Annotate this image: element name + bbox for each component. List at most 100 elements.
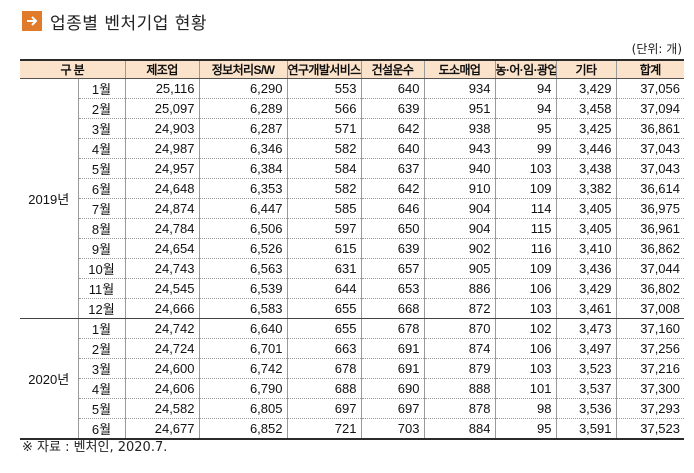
table-cell: 37,293 [615,398,684,419]
table-cell: 101 [494,378,556,399]
table-cell: 644 [286,278,361,299]
header-column: 제조업 [124,59,199,79]
table-cell: 3,461 [555,298,616,319]
table-cell: 6,640 [198,318,287,339]
table-cell: 697 [360,398,424,419]
table-body: 2019년 1월 25,116 6,290 553 640 934 94 3,429 37,056… [20,78,684,440]
table-cell: 24,654 [124,238,199,259]
table-cell: 571 [286,118,361,139]
table-cell: 905 [423,258,495,279]
page-title: 업종별 벤처기업 현황 [50,13,208,34]
table-cell: 37,094 [615,98,684,119]
table-row: 8월 24,784 6,506 597 650 904 115 3,405 36,961 [20,218,684,239]
table-cell: 553 [286,78,361,99]
table-cell: 36,975 [615,198,684,219]
table-cell: 99 [494,138,556,159]
table-row: 5월 24,957 6,384 584 637 940 103 3,438 37,043 [20,158,684,179]
table-cell: 940 [423,158,495,179]
table-cell: 98 [494,398,556,419]
table-row: 6월 24,677 6,852 721 703 884 95 3,591 37,523 [20,418,684,440]
table-cell: 678 [286,358,361,379]
month-label: 4월 [77,378,125,399]
table-cell: 24,600 [124,358,199,379]
table-cell: 6,742 [198,358,287,379]
table-cell: 690 [360,378,424,399]
header-column: 연구개발서비스 [286,59,361,79]
header-column: 도소매업 [423,59,495,79]
month-label: 1월 [77,78,125,99]
table-cell: 109 [494,178,556,199]
table-cell: 24,742 [124,318,199,339]
table-cell: 697 [286,398,361,419]
table-cell: 37,256 [615,338,684,359]
table-cell: 642 [360,118,424,139]
month-label: 6월 [77,418,125,440]
table-cell: 6,287 [198,118,287,139]
table-row: 10월 24,743 6,563 631 657 905 109 3,436 37,044 [20,258,684,279]
table-cell: 3,438 [555,158,616,179]
table-row: 3월 24,903 6,287 571 642 938 95 3,425 36,861 [20,118,684,139]
table-cell: 103 [494,358,556,379]
table-row: 2월 24,724 6,701 663 691 874 106 3,497 37,256 [20,338,684,359]
table-cell: 655 [286,318,361,339]
table-cell: 721 [286,418,361,440]
month-label: 3월 [77,358,125,379]
table-cell: 3,405 [555,218,616,239]
month-label: 5월 [77,158,125,179]
table-cell: 36,802 [615,278,684,299]
table-cell: 6,539 [198,278,287,299]
table-cell: 678 [360,318,424,339]
table-cell: 878 [423,398,495,419]
table-cell: 642 [360,178,424,199]
header-column: 합계 [615,59,684,79]
table-cell: 116 [494,238,556,259]
table-cell: 597 [286,218,361,239]
table-row: 2020년 1월 24,742 6,640 655 678 870 102 3,473 37,16… [20,318,684,440]
table-cell: 6,353 [198,178,287,199]
header-group: 구 분 [20,59,125,79]
table-cell: 94 [494,98,556,119]
table-row: 2월 25,097 6,289 566 639 951 94 3,458 37,094 [20,98,684,119]
table-cell: 6,805 [198,398,287,419]
table-cell: 3,429 [555,278,616,299]
table-cell: 938 [423,118,495,139]
table-cell: 95 [494,118,556,139]
table-cell: 3,429 [555,78,616,99]
header-column: 건설운수 [360,59,424,79]
table-row: 7월 24,874 6,447 585 646 904 114 3,405 36,975 [20,198,684,219]
table-row: 4월 24,606 6,790 688 690 888 101 3,537 37,300 [20,378,684,399]
table-row: 9월 24,654 6,526 615 639 902 116 3,410 36,862 [20,238,684,259]
table-row: 6월 24,648 6,353 582 642 910 109 3,382 36,614 [20,178,684,199]
table-cell: 24,987 [124,138,199,159]
table-cell: 639 [360,238,424,259]
table-cell: 24,677 [124,418,199,440]
table-cell: 870 [423,318,495,339]
month-label: 2월 [77,338,125,359]
table-cell: 37,008 [615,298,684,319]
header-column: 정보처리S/W [198,59,287,79]
header-column: 농·어·임·광업 [494,59,556,79]
table-cell: 3,405 [555,198,616,219]
table-cell: 3,536 [555,398,616,419]
table-cell: 6,526 [198,238,287,259]
table-cell: 37,043 [615,158,684,179]
table-cell: 94 [494,78,556,99]
table-cell: 6,701 [198,338,287,359]
month-label: 8월 [77,218,125,239]
table-cell: 943 [423,138,495,159]
table-cell: 25,116 [124,78,199,99]
table-cell: 36,614 [615,178,684,199]
table-row: 3월 24,600 6,742 678 691 879 103 3,523 37,216 [20,358,684,379]
arrow-right-icon [22,11,42,31]
table-row: 4월 24,987 6,346 582 640 943 99 3,446 37,043 [20,138,684,159]
unit-label: (단위: 개) [631,42,682,56]
table-cell: 24,582 [124,398,199,419]
table-cell: 6,506 [198,218,287,239]
table-cell: 872 [423,298,495,319]
table-cell: 663 [286,338,361,359]
table-row: 5월 24,582 6,805 697 697 878 98 3,536 37,293 [20,398,684,419]
table-cell: 585 [286,198,361,219]
table-cell: 691 [360,358,424,379]
table-cell: 902 [423,238,495,259]
table-cell: 910 [423,178,495,199]
